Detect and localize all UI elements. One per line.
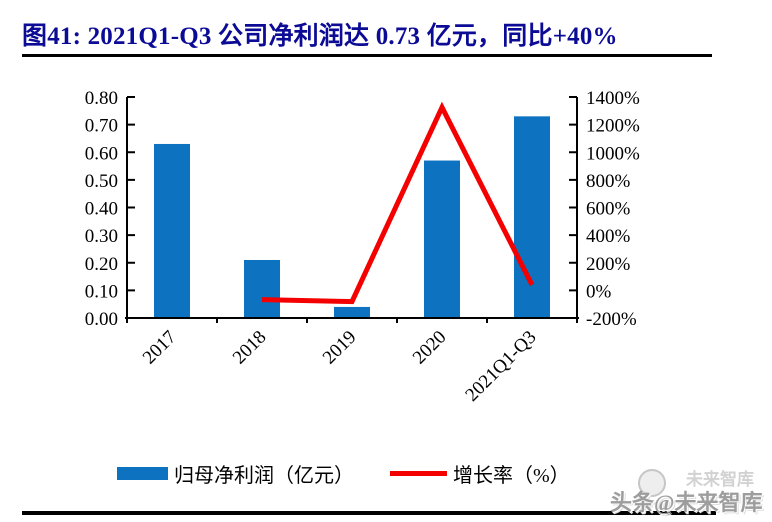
watermark-ghost-text: 未来智库 bbox=[686, 470, 754, 489]
left-axis-tick-label: 0.20 bbox=[85, 254, 118, 275]
bottom-rule bbox=[22, 511, 716, 515]
line-swatch-icon bbox=[390, 471, 447, 476]
x-axis-label: 2019 bbox=[319, 327, 361, 369]
right-axis-tick-label: 1200% bbox=[586, 116, 640, 137]
bar-2021Q1-Q3 bbox=[514, 116, 550, 319]
left-axis-tick-label: 0.80 bbox=[85, 88, 118, 109]
title-underline bbox=[22, 54, 712, 57]
left-axis-tick-label: 0.50 bbox=[85, 171, 118, 192]
right-axis-tick-label: 400% bbox=[586, 226, 631, 247]
left-axis-tick-label: 0.40 bbox=[85, 199, 118, 220]
legend-label-net-profit: 归母净利润（亿元） bbox=[174, 465, 354, 487]
bar-swatch-icon bbox=[117, 467, 168, 480]
x-axis-label: 2018 bbox=[229, 327, 271, 369]
legend-item-net-profit: 归母净利润（亿元） bbox=[117, 459, 354, 488]
left-axis-tick-label: 0.60 bbox=[85, 143, 118, 164]
left-axis-tick-label: 0.70 bbox=[85, 116, 118, 137]
figure-title: 图41: 2021Q1-Q3 公司净利润达 0.73 亿元，同比+40% bbox=[22, 23, 618, 50]
watermark: 未来智库 头条@未来智库 bbox=[608, 463, 772, 515]
watermark-logo-icon bbox=[638, 469, 666, 497]
bar-2020 bbox=[424, 160, 460, 318]
right-axis-tick-label: 800% bbox=[586, 171, 631, 192]
growth-rate-line bbox=[261, 101, 535, 305]
chart-legend: 归母净利润（亿元） 增长率（%） bbox=[117, 459, 570, 488]
right-axis-tick-label: 1000% bbox=[586, 143, 640, 164]
right-axis-tick-label: 600% bbox=[586, 199, 631, 220]
legend-label-growth-rate: 增长率（%） bbox=[453, 465, 570, 487]
left-axis-tick-label: 0.00 bbox=[85, 309, 118, 330]
right-axis-tick-label: 200% bbox=[586, 254, 631, 275]
x-axis-label: 2020 bbox=[409, 327, 451, 369]
bar-2019 bbox=[334, 306, 370, 318]
x-axis-label: 2017 bbox=[139, 327, 181, 369]
left-axis-tick-label: 0.10 bbox=[85, 281, 118, 302]
bar-2017 bbox=[154, 143, 190, 318]
right-axis-tick-label: 1400% bbox=[586, 88, 640, 109]
left-axis-tick-label: 0.30 bbox=[85, 226, 118, 247]
right-axis-tick-label: -200% bbox=[586, 309, 637, 330]
bar-2018 bbox=[244, 259, 280, 318]
right-axis-tick-label: 0% bbox=[586, 281, 612, 302]
x-axis-label: 2021Q1-Q3 bbox=[461, 327, 540, 406]
watermark-text: 头条@未来智库 bbox=[610, 490, 763, 515]
legend-item-growth-rate: 增长率（%） bbox=[390, 459, 570, 488]
